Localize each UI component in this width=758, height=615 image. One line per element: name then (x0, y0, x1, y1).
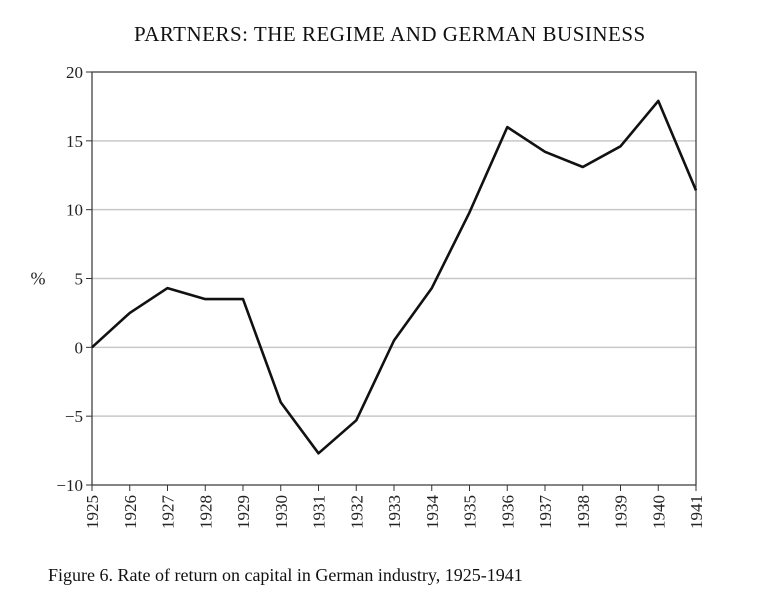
figure-caption: Figure 6. Rate of return on capital in G… (48, 565, 523, 585)
y-tick-label: 5 (75, 270, 84, 289)
x-tick-label: 1940 (649, 495, 668, 529)
x-tick-label: 1934 (423, 495, 442, 530)
x-tick-label: 1930 (272, 495, 291, 529)
x-tick-label: 1935 (461, 495, 480, 529)
y-tick-label: 20 (66, 63, 83, 82)
y-tick-label: −5 (65, 407, 83, 426)
y-axis: 20 15 10 5 0 −5 −10 (56, 63, 92, 495)
x-tick-label: 1936 (498, 495, 517, 529)
x-tick-label: 1941 (687, 495, 706, 529)
y-tick-label: 10 (66, 201, 83, 220)
series-line (91, 99, 698, 455)
y-tick-label: −10 (56, 476, 83, 495)
x-axis: 1925 1926 1927 1928 1929 1930 1931 1932 1933 1934… (83, 485, 706, 529)
x-tick-label: 1932 (347, 495, 366, 529)
x-tick-label: 1933 (385, 495, 404, 529)
x-tick-label: 1939 (612, 495, 631, 529)
running-header-text: PARTNERS: THE REGIME AND GERMAN BUSINESS (134, 22, 646, 46)
x-tick-label: 1937 (536, 495, 555, 530)
y-tick-label: 0 (75, 338, 84, 357)
x-tick-label: 1926 (121, 495, 140, 529)
y-axis-label: % (31, 269, 46, 289)
x-tick-label: 1938 (574, 495, 593, 529)
x-tick-label: 1925 (83, 495, 102, 529)
grid-lines (92, 140, 696, 417)
x-tick-label: 1929 (234, 495, 253, 529)
x-tick-label: 1927 (159, 495, 178, 530)
x-tick-label: 1928 (196, 495, 215, 529)
y-tick-label: 15 (66, 132, 83, 151)
x-tick-label: 1931 (310, 495, 329, 529)
